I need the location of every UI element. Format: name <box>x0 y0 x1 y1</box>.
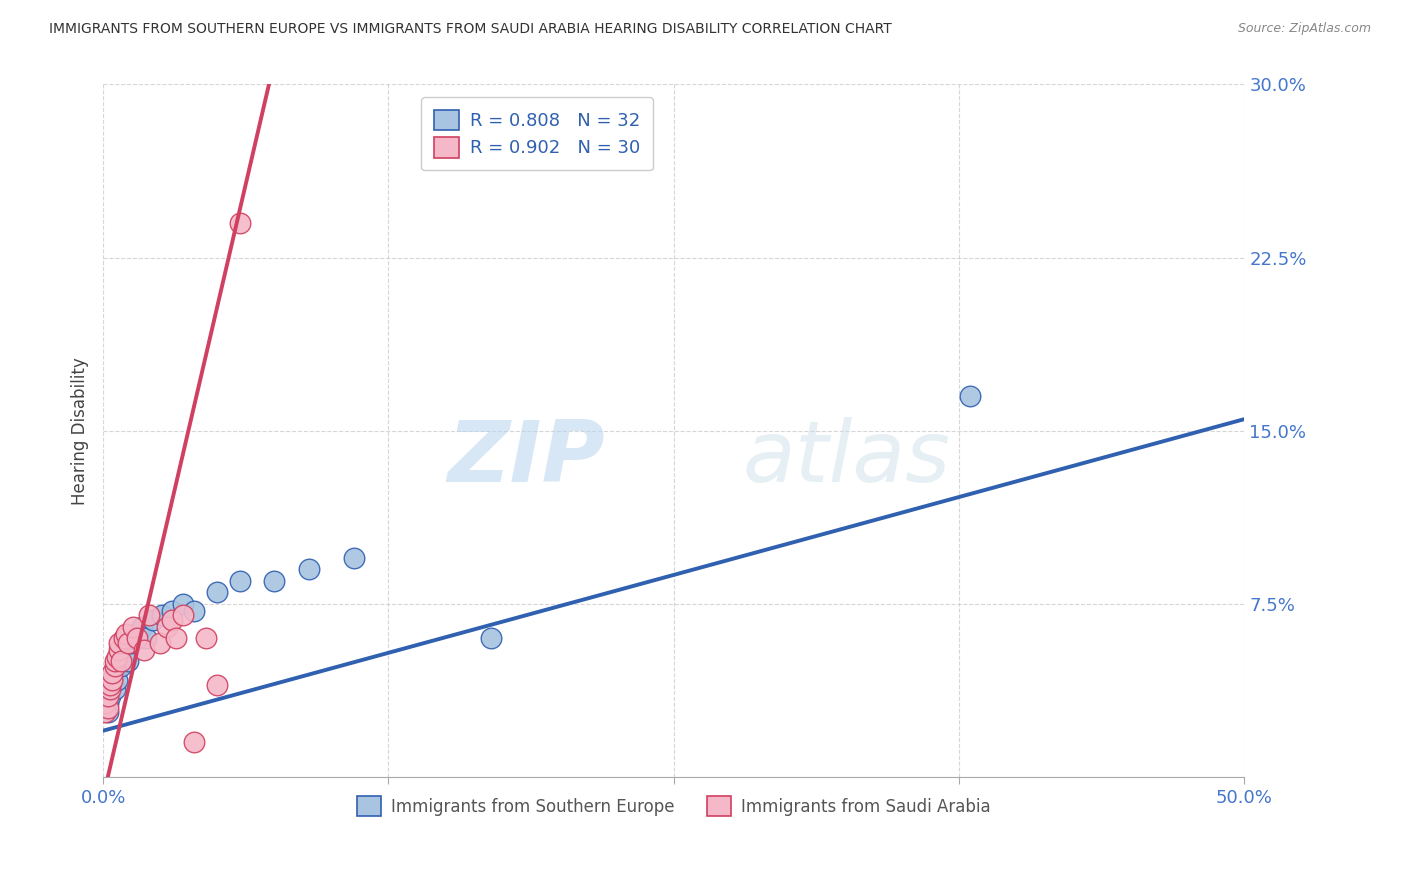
Point <box>959 389 981 403</box>
Point <box>160 604 183 618</box>
Point <box>101 677 124 691</box>
Y-axis label: Hearing Disability: Hearing Disability <box>72 357 89 505</box>
Point <box>108 655 131 669</box>
Point <box>135 632 157 646</box>
Point <box>110 655 132 669</box>
Point <box>131 620 153 634</box>
Legend: Immigrants from Southern Europe, Immigrants from Saudi Arabia: Immigrants from Southern Europe, Immigra… <box>349 788 998 824</box>
Point <box>98 677 121 691</box>
Point <box>194 632 217 646</box>
Point <box>115 626 138 640</box>
Point <box>112 632 135 646</box>
Point <box>343 550 366 565</box>
Point <box>142 613 165 627</box>
Point <box>108 636 131 650</box>
Point <box>117 655 139 669</box>
Text: ZIP: ZIP <box>447 417 606 500</box>
Point <box>101 673 124 687</box>
Point <box>149 636 172 650</box>
Point <box>94 696 117 710</box>
Point <box>97 689 120 703</box>
Point <box>127 626 149 640</box>
Point <box>138 608 160 623</box>
Point <box>97 705 120 719</box>
Point <box>172 608 194 623</box>
Point <box>229 216 252 230</box>
Point <box>97 700 120 714</box>
Point <box>152 608 174 623</box>
Point <box>108 643 131 657</box>
Point <box>127 632 149 646</box>
Point <box>121 620 143 634</box>
Point <box>134 643 156 657</box>
Text: IMMIGRANTS FROM SOUTHERN EUROPE VS IMMIGRANTS FROM SAUDI ARABIA HEARING DISABILI: IMMIGRANTS FROM SOUTHERN EUROPE VS IMMIG… <box>49 22 891 37</box>
Text: Source: ZipAtlas.com: Source: ZipAtlas.com <box>1237 22 1371 36</box>
Point <box>112 649 135 664</box>
Point <box>207 677 229 691</box>
Point <box>98 682 121 697</box>
Point <box>98 682 121 697</box>
Point <box>105 673 128 687</box>
Point <box>103 655 125 669</box>
Point <box>263 574 285 588</box>
Text: atlas: atlas <box>742 417 950 500</box>
Point <box>183 604 205 618</box>
Point <box>103 659 125 673</box>
Point <box>105 649 128 664</box>
Point <box>156 620 179 634</box>
Point <box>110 659 132 673</box>
Point <box>183 735 205 749</box>
Point <box>165 632 187 646</box>
Point <box>101 665 124 680</box>
Point <box>97 696 120 710</box>
Point <box>160 613 183 627</box>
Point <box>98 689 121 703</box>
Point <box>479 632 502 646</box>
Point <box>101 673 124 687</box>
Point <box>94 700 117 714</box>
Point <box>121 632 143 646</box>
Point <box>172 597 194 611</box>
Point <box>120 636 142 650</box>
Point <box>94 705 117 719</box>
Point <box>297 562 319 576</box>
Point <box>117 636 139 650</box>
Point <box>115 643 138 657</box>
Point <box>229 574 252 588</box>
Point <box>103 682 125 697</box>
Point <box>103 665 125 680</box>
Point <box>207 585 229 599</box>
